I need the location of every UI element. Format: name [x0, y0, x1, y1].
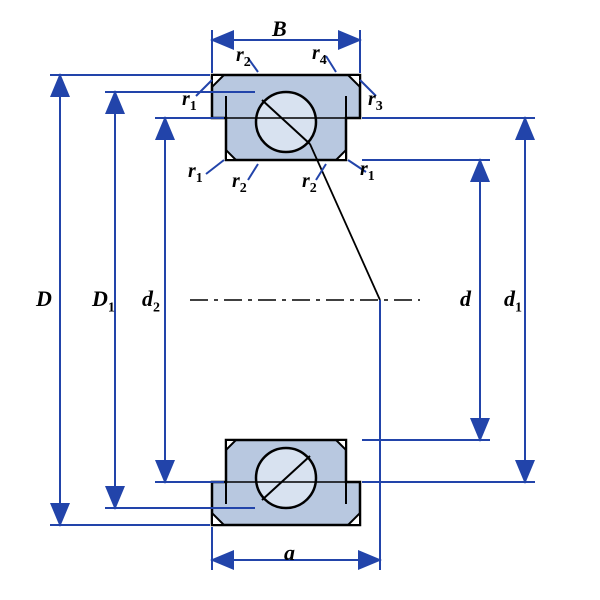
lower-section — [212, 440, 360, 525]
label-d1: d1 — [504, 286, 522, 316]
label-a: a — [284, 540, 295, 566]
label-r2-br: r2 — [302, 170, 317, 197]
label-r1-bl: r1 — [188, 160, 203, 187]
label-d2: d2 — [142, 286, 160, 316]
upper-section — [212, 75, 360, 160]
label-r2-bl: r2 — [232, 170, 247, 197]
label-D1: D1 — [92, 286, 115, 316]
label-r1-br: r1 — [360, 158, 375, 185]
label-r1-tl: r1 — [182, 88, 197, 115]
bearing-diagram: B D D1 d2 d d1 a r1 r2 r4 r3 r1 r2 r2 r1 — [0, 0, 600, 600]
label-r3-tr: r3 — [368, 88, 383, 115]
label-r2-t: r2 — [236, 44, 251, 71]
label-B: B — [272, 16, 287, 42]
label-r4-t: r4 — [312, 42, 327, 69]
label-D: D — [36, 286, 52, 312]
label-d: d — [460, 286, 471, 312]
